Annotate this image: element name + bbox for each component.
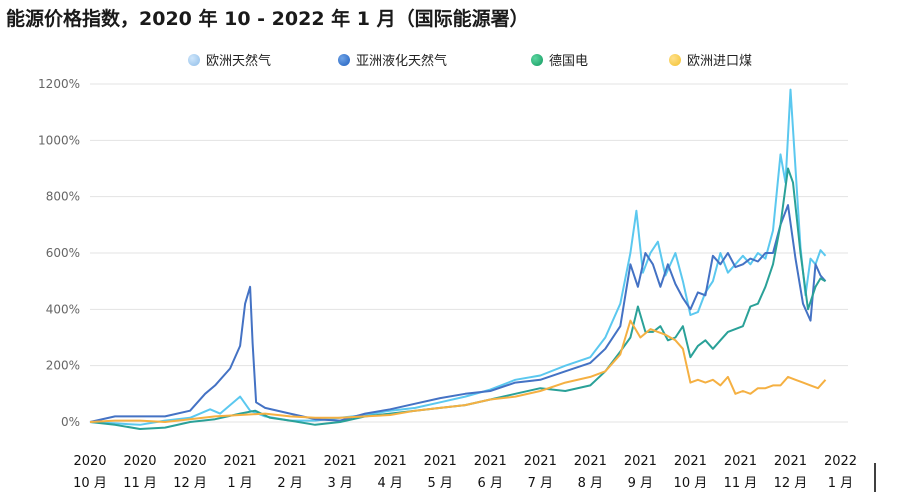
x-tick-year-6: 2021	[374, 454, 407, 469]
y-tick-label-5: 1000%	[38, 133, 80, 147]
y-tick-label-6: 1200%	[38, 77, 80, 91]
legend-item-2: 德国电	[531, 50, 588, 69]
y-tick-label-2: 400%	[46, 302, 80, 316]
legend-swatch-1	[338, 53, 350, 66]
legend-label-1: 亚洲液化天然气	[356, 54, 448, 69]
x-tick-year-8: 2021	[474, 454, 507, 469]
x-tick-year-9: 2021	[524, 454, 557, 469]
x-tick-month-11: 9 月	[628, 476, 653, 491]
y-tick-label-4: 800%	[46, 190, 80, 204]
x-tick-month-13: 11 月	[724, 476, 758, 491]
x-tick-month-8: 6 月	[478, 476, 503, 491]
x-tick-year-13: 2021	[724, 454, 757, 469]
x-tick-month-7: 5 月	[428, 476, 453, 491]
x-tick-year-0: 2020	[73, 454, 106, 469]
x-tick-month-15: 1 月	[828, 476, 853, 491]
legend-item-0: 欧洲天然气	[188, 50, 271, 69]
legend-item-3: 欧洲进口煤	[669, 50, 752, 69]
legend-item-1: 亚洲液化天然气	[338, 50, 447, 69]
legend-swatch-3	[669, 53, 681, 66]
x-tick-year-15: 2022	[824, 454, 857, 469]
x-tick-year-10: 2021	[574, 454, 607, 469]
legend-label-2: 德国电	[549, 54, 589, 69]
x-tick-year-11: 2021	[624, 454, 657, 469]
x-tick-year-1: 2020	[123, 454, 156, 469]
series-line-1	[89, 204, 827, 423]
x-tick-month-3: 1 月	[227, 476, 252, 491]
x-tick-month-6: 4 月	[377, 476, 402, 491]
y-tick-label-0: 0%	[61, 415, 80, 429]
x-tick-month-14: 12 月	[774, 476, 808, 491]
y-tick-label-1: 200%	[46, 359, 80, 373]
x-tick-year-5: 2021	[324, 454, 357, 469]
x-tick-year-4: 2021	[274, 454, 307, 469]
x-tick-year-7: 2021	[424, 454, 457, 469]
legend-label-0: 欧洲天然气	[206, 54, 272, 69]
x-tick-year-12: 2021	[674, 454, 707, 469]
x-tick-month-4: 2 月	[277, 476, 302, 491]
x-tick-month-12: 10 月	[674, 476, 708, 491]
x-tick-month-5: 3 月	[327, 476, 352, 491]
x-tick-month-1: 11 月	[123, 476, 157, 491]
x-tick-month-0: 10 月	[73, 476, 107, 491]
x-tick-year-3: 2021	[224, 454, 257, 469]
y-tick-label-3: 600%	[46, 246, 80, 260]
x-tick-year-14: 2021	[774, 454, 807, 469]
x-tick-year-2: 2020	[174, 454, 207, 469]
x-tick-month-9: 7 月	[528, 476, 553, 491]
legend: 欧洲天然气 亚洲液化天然气 德国电 欧洲进口煤	[0, 50, 900, 72]
series-line-3	[89, 319, 827, 423]
x-tick-month-2: 12 月	[173, 476, 207, 491]
chart-title: 能源价格指数，2020 年 10 - 2022 年 1 月（国际能源署）	[6, 8, 529, 30]
legend-swatch-2	[531, 53, 543, 66]
x-tick-month-10: 8 月	[578, 476, 603, 491]
legend-label-3: 欧洲进口煤	[687, 54, 753, 69]
series-line-2	[89, 167, 826, 430]
legend-swatch-0	[188, 53, 200, 66]
